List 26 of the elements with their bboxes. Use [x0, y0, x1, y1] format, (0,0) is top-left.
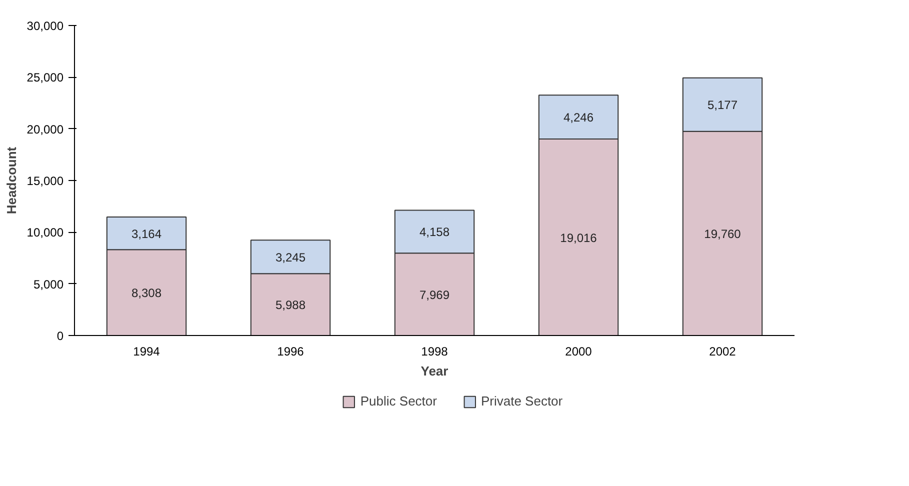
data-label: 4,246	[563, 110, 594, 125]
x-axis-title: Year	[420, 364, 448, 378]
x-tick-label: 1998	[421, 344, 448, 358]
x-tick-label: 2002	[709, 344, 736, 358]
y-axis-title: Headcount	[4, 146, 19, 214]
y-tick-label: 15,000	[26, 174, 64, 188]
legend-label: Private Sector	[480, 394, 563, 408]
data-label: 7,969	[419, 288, 450, 302]
y-tick-label: 25,000	[26, 70, 64, 85]
data-label: 19,016	[560, 230, 598, 245]
data-label: 4,158	[419, 225, 450, 240]
y-tick-label: 0	[56, 329, 64, 343]
x-tick-label: 1996	[277, 344, 304, 358]
y-tick-label: 20,000	[26, 122, 64, 136]
data-label: 5,177	[707, 98, 738, 112]
legend-label: Public Sector	[360, 394, 437, 408]
y-tick-label: 30,000	[26, 19, 64, 33]
data-label: 8,308	[131, 286, 162, 300]
y-tick-label: 5,000	[33, 277, 64, 292]
y-tick-label: 10,000	[26, 226, 64, 240]
data-label: 3,164	[131, 226, 162, 241]
x-tick-label: 1994	[133, 344, 160, 358]
x-tick-label: 2000	[565, 344, 592, 358]
data-label: 19,760	[704, 226, 742, 241]
data-label: 5,988	[275, 298, 306, 312]
data-label: 3,245	[275, 250, 306, 264]
